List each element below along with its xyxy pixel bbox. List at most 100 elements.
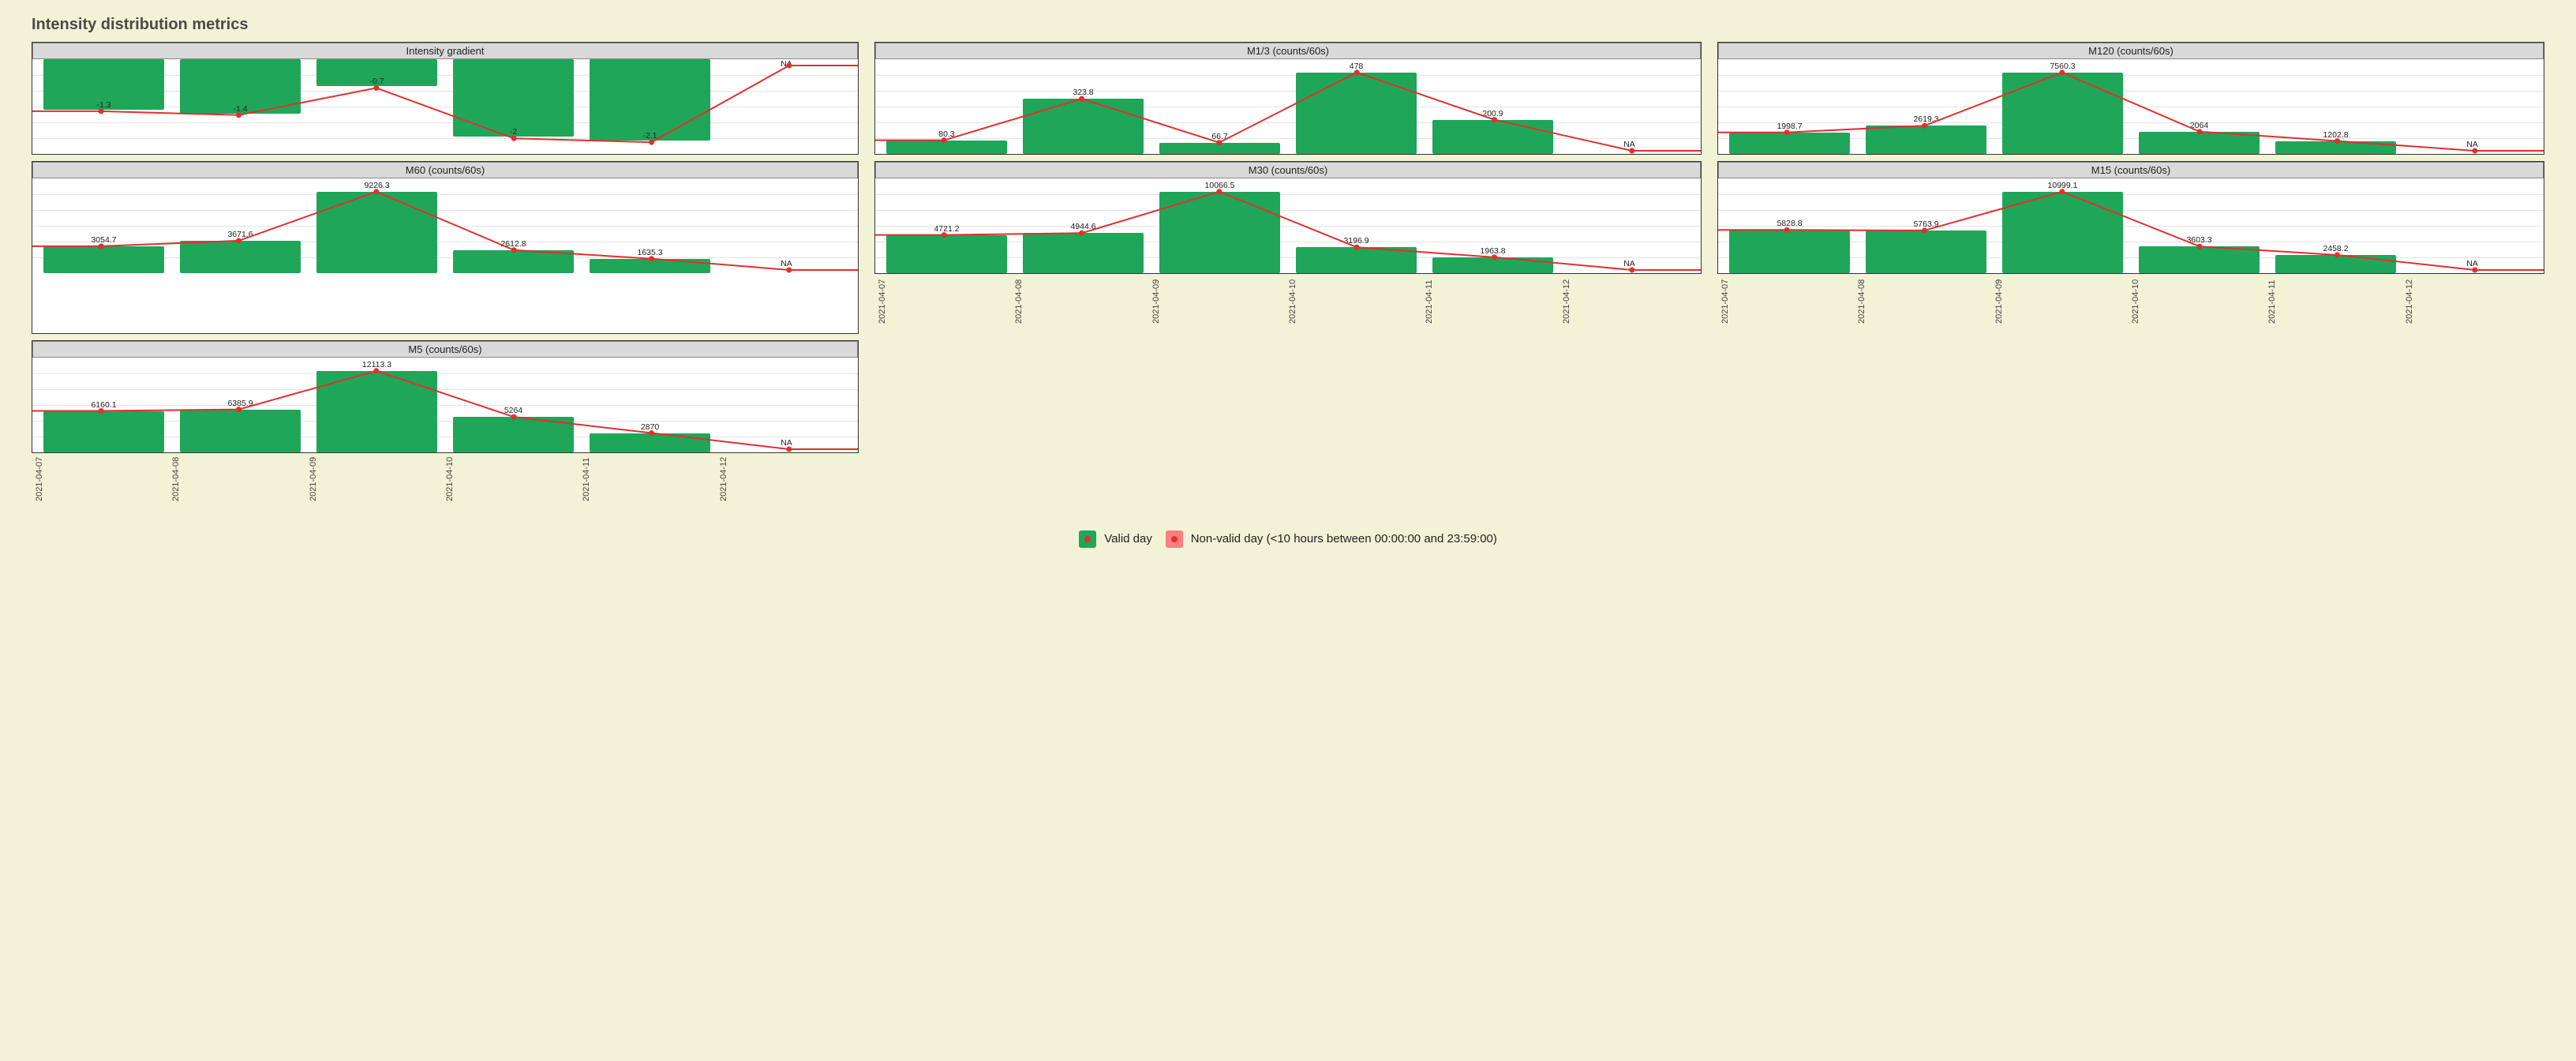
- panel-body: 4721.24944.610066.53196.91963.8NA: [875, 178, 1701, 273]
- page-title: Intensity distribution metrics: [32, 16, 2544, 34]
- marker-dot: [2059, 69, 2065, 75]
- legend-swatch-nonvalid: [1166, 530, 1183, 548]
- chart-grid: Intensity gradient-1.3-1.4-0.7-2-2.1NAM1…: [32, 42, 2544, 510]
- marker-dot: [373, 368, 379, 373]
- marker-layer: [32, 59, 858, 154]
- x-axis: 2021-04-072021-04-082021-04-092021-04-10…: [874, 274, 1702, 334]
- marker-dot: [786, 268, 792, 273]
- marker-dot: [2472, 268, 2477, 273]
- x-tick-label: 2021-04-07: [35, 453, 171, 510]
- chart-panel-m120: M120 (counts/60s)1998.72619.37560.320641…: [1717, 42, 2544, 155]
- panel-title: M120 (counts/60s): [1718, 43, 2544, 59]
- x-tick-label: 2021-04-12: [719, 453, 856, 510]
- marker-dot: [1629, 148, 1634, 154]
- marker-dot: [236, 238, 242, 243]
- x-axis: 2021-04-072021-04-082021-04-092021-04-10…: [1717, 274, 2544, 334]
- marker-dot: [1922, 123, 1927, 129]
- panel-title: M1/3 (counts/60s): [875, 43, 1701, 59]
- x-tick-label: 2021-04-12: [2405, 274, 2541, 334]
- chart-panel-m15: M15 (counts/60s)5828.85763.910999.13603.…: [1717, 161, 2544, 274]
- x-tick-label: 2021-04-10: [1288, 274, 1425, 334]
- panel-body: 3054.73671.69226.32612.81635.3NA: [32, 178, 858, 273]
- panel-body: 6160.16385.912113.352642870NA: [32, 358, 858, 452]
- marker-dot: [2334, 138, 2340, 144]
- panel-title: Intensity gradient: [32, 43, 858, 59]
- panel-with-axis: M15 (counts/60s)5828.85763.910999.13603.…: [1717, 161, 2544, 334]
- marker-dot: [1629, 268, 1634, 273]
- marker-dot: [1784, 227, 1790, 233]
- marker-dot: [2197, 244, 2203, 249]
- panel-body: 5828.85763.910999.13603.32458.2NA: [1718, 178, 2544, 273]
- marker-layer: [875, 178, 1701, 273]
- marker-dot: [1784, 129, 1790, 135]
- marker-dot: [373, 85, 379, 91]
- marker-dot: [649, 430, 654, 436]
- panel-body: 1998.72619.37560.320641202.8NA: [1718, 59, 2544, 154]
- x-tick-label: 2021-04-12: [1562, 274, 1698, 334]
- marker-dot: [99, 243, 104, 249]
- marker-dot: [1922, 227, 1927, 233]
- marker-dot: [236, 112, 242, 118]
- marker-dot: [1216, 140, 1222, 145]
- x-tick-label: 2021-04-10: [445, 453, 582, 510]
- marker-layer: [32, 178, 858, 273]
- marker-dot: [511, 414, 517, 420]
- marker-dot: [1079, 231, 1084, 236]
- marker-dot: [786, 63, 792, 69]
- marker-dot: [1216, 189, 1222, 194]
- marker-layer: [1718, 178, 2544, 273]
- x-tick-label: 2021-04-09: [1994, 274, 2131, 334]
- x-tick-label: 2021-04-08: [1014, 274, 1151, 334]
- chart-panel-ig: Intensity gradient-1.3-1.4-0.7-2-2.1NA: [32, 42, 859, 155]
- chart-panel-m30: M30 (counts/60s)4721.24944.610066.53196.…: [874, 161, 1702, 274]
- marker-dot: [649, 140, 654, 145]
- chart-panel-m60: M60 (counts/60s)3054.73671.69226.32612.8…: [32, 161, 859, 334]
- marker-dot: [942, 232, 947, 238]
- marker-dot: [99, 108, 104, 114]
- x-tick-label: 2021-04-08: [171, 453, 308, 510]
- x-tick-label: 2021-04-08: [1857, 274, 1994, 334]
- marker-dot: [373, 189, 379, 194]
- legend: Valid day Non-valid day (<10 hours betwe…: [32, 530, 2544, 548]
- marker-layer: [1718, 59, 2544, 154]
- x-tick-label: 2021-04-09: [1151, 274, 1288, 334]
- marker-layer: [32, 358, 858, 452]
- marker-dot: [2334, 252, 2340, 257]
- panel-title: M5 (counts/60s): [32, 341, 858, 358]
- panel-title: M30 (counts/60s): [875, 162, 1701, 178]
- chart-panel-m5: M5 (counts/60s)6160.16385.912113.3526428…: [32, 340, 859, 453]
- panel-with-axis: M5 (counts/60s)6160.16385.912113.3526428…: [32, 340, 859, 510]
- marker-dot: [2197, 129, 2203, 134]
- legend-swatch-valid: [1079, 530, 1096, 548]
- marker-dot: [1354, 69, 1360, 75]
- legend-label-nonvalid: Non-valid day (<10 hours between 00:00:0…: [1191, 532, 1497, 545]
- marker-dot: [649, 256, 654, 261]
- chart-panel-m13: M1/3 (counts/60s)80.3323.866.7478200.9NA: [874, 42, 1702, 155]
- panel-with-axis: M30 (counts/60s)4721.24944.610066.53196.…: [874, 161, 1702, 334]
- legend-label-valid: Valid day: [1104, 532, 1152, 545]
- x-tick-label: 2021-04-09: [309, 453, 445, 510]
- marker-dot: [1492, 254, 1497, 260]
- x-axis: 2021-04-072021-04-082021-04-092021-04-10…: [32, 453, 859, 510]
- panel-body: 80.3323.866.7478200.9NA: [875, 59, 1701, 154]
- x-tick-label: 2021-04-11: [1425, 274, 1561, 334]
- marker-dot: [1354, 245, 1360, 250]
- x-tick-label: 2021-04-11: [582, 453, 718, 510]
- marker-dot: [2472, 148, 2477, 154]
- marker-dot: [2059, 189, 2065, 194]
- marker-dot: [942, 137, 947, 143]
- marker-dot: [1492, 117, 1497, 122]
- marker-layer: [875, 59, 1701, 154]
- marker-dot: [1079, 96, 1084, 102]
- panel-body: -1.3-1.4-0.7-2-2.1NA: [32, 59, 858, 154]
- panel-title: M60 (counts/60s): [32, 162, 858, 178]
- panel-title: M15 (counts/60s): [1718, 162, 2544, 178]
- marker-dot: [511, 247, 517, 253]
- x-tick-label: 2021-04-07: [1720, 274, 1857, 334]
- marker-dot: [236, 407, 242, 412]
- marker-dot: [511, 136, 517, 141]
- x-tick-label: 2021-04-10: [2131, 274, 2267, 334]
- marker-dot: [99, 408, 104, 414]
- marker-dot: [786, 447, 792, 452]
- x-tick-label: 2021-04-11: [2267, 274, 2404, 334]
